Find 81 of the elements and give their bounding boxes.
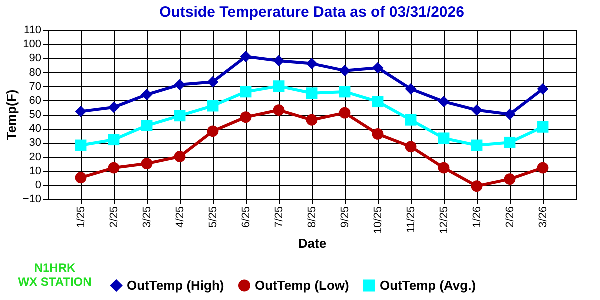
point	[108, 162, 120, 174]
y-tick-label: 90	[29, 52, 42, 65]
y-tick-label: 110	[24, 24, 42, 36]
y-tick-label: 50	[29, 109, 42, 121]
point	[372, 128, 384, 140]
x-tick-label: 11/25	[406, 206, 418, 234]
x-tick-label: 3/26	[538, 206, 550, 228]
text: N1HRK	[34, 261, 76, 275]
text: WX STATION	[18, 275, 92, 289]
point	[372, 96, 384, 108]
point	[141, 158, 153, 170]
point	[141, 120, 153, 132]
legend-label: OutTemp (Avg.)	[380, 278, 476, 293]
x-tick-label: 6/25	[240, 206, 252, 228]
point	[537, 121, 549, 133]
point	[207, 76, 219, 88]
point	[174, 110, 186, 122]
point	[438, 132, 450, 144]
point	[273, 80, 285, 92]
point	[273, 55, 285, 67]
point	[141, 89, 153, 100]
legend-label: OutTemp (Low)	[255, 278, 350, 293]
y-tick-label: 10	[29, 165, 42, 178]
point	[438, 162, 450, 174]
y-tick-label: 20	[29, 151, 42, 164]
point	[471, 180, 483, 192]
y-tick-label: −10	[22, 194, 42, 206]
x-tick-label: 1/25	[76, 206, 88, 228]
point	[471, 104, 483, 116]
x-tick-label: 7/25	[274, 206, 286, 228]
point	[372, 62, 384, 74]
point	[108, 134, 120, 146]
point	[504, 136, 516, 148]
x-tick-label: 5/25	[208, 206, 220, 228]
point	[537, 162, 549, 174]
point	[174, 79, 186, 91]
point	[75, 140, 87, 152]
x-tick-label: 12/25	[438, 206, 450, 234]
x-tick-label: 1/26	[472, 206, 484, 228]
point	[405, 141, 417, 153]
point	[438, 96, 450, 108]
point	[405, 83, 417, 95]
y-tick-label: 0	[35, 179, 42, 192]
y-axis-title: Temp(F)	[4, 90, 19, 140]
point	[471, 140, 483, 152]
point	[537, 83, 549, 95]
point	[75, 172, 87, 184]
point	[504, 108, 516, 120]
x-tick-label: 2/26	[504, 206, 516, 228]
y-tick-label: 40	[29, 123, 42, 136]
point	[207, 126, 219, 138]
x-tick-label: 4/25	[174, 206, 186, 228]
point	[240, 51, 252, 62]
y-tick-label: 70	[29, 80, 42, 93]
y-tick-label: 100	[23, 38, 42, 51]
y-tick-label: 80	[29, 66, 42, 79]
x-tick-label: 8/25	[306, 206, 318, 228]
y-tick-label: 60	[29, 94, 42, 107]
point	[306, 58, 318, 70]
chart-title: Outside Temperature Data as of 03/31/2026	[160, 4, 464, 21]
y-tick-label: 30	[29, 137, 42, 150]
point	[207, 100, 219, 112]
x-tick-label: 10/25	[372, 206, 384, 234]
point	[339, 65, 351, 77]
point	[240, 112, 252, 124]
point	[405, 114, 417, 126]
point	[273, 104, 285, 116]
x-tick-label: 3/25	[142, 206, 154, 228]
x-tick-label: 2/25	[108, 206, 120, 228]
point	[306, 88, 318, 100]
x-tick-label: 9/25	[340, 206, 352, 228]
point	[108, 102, 120, 114]
point	[339, 107, 351, 119]
legend-label: OutTemp (High)	[127, 278, 224, 293]
point	[240, 86, 252, 98]
point	[75, 106, 87, 118]
x-axis-title: Date	[298, 236, 327, 252]
point	[306, 114, 318, 126]
point	[339, 86, 351, 98]
point	[174, 151, 186, 162]
point	[504, 174, 516, 185]
